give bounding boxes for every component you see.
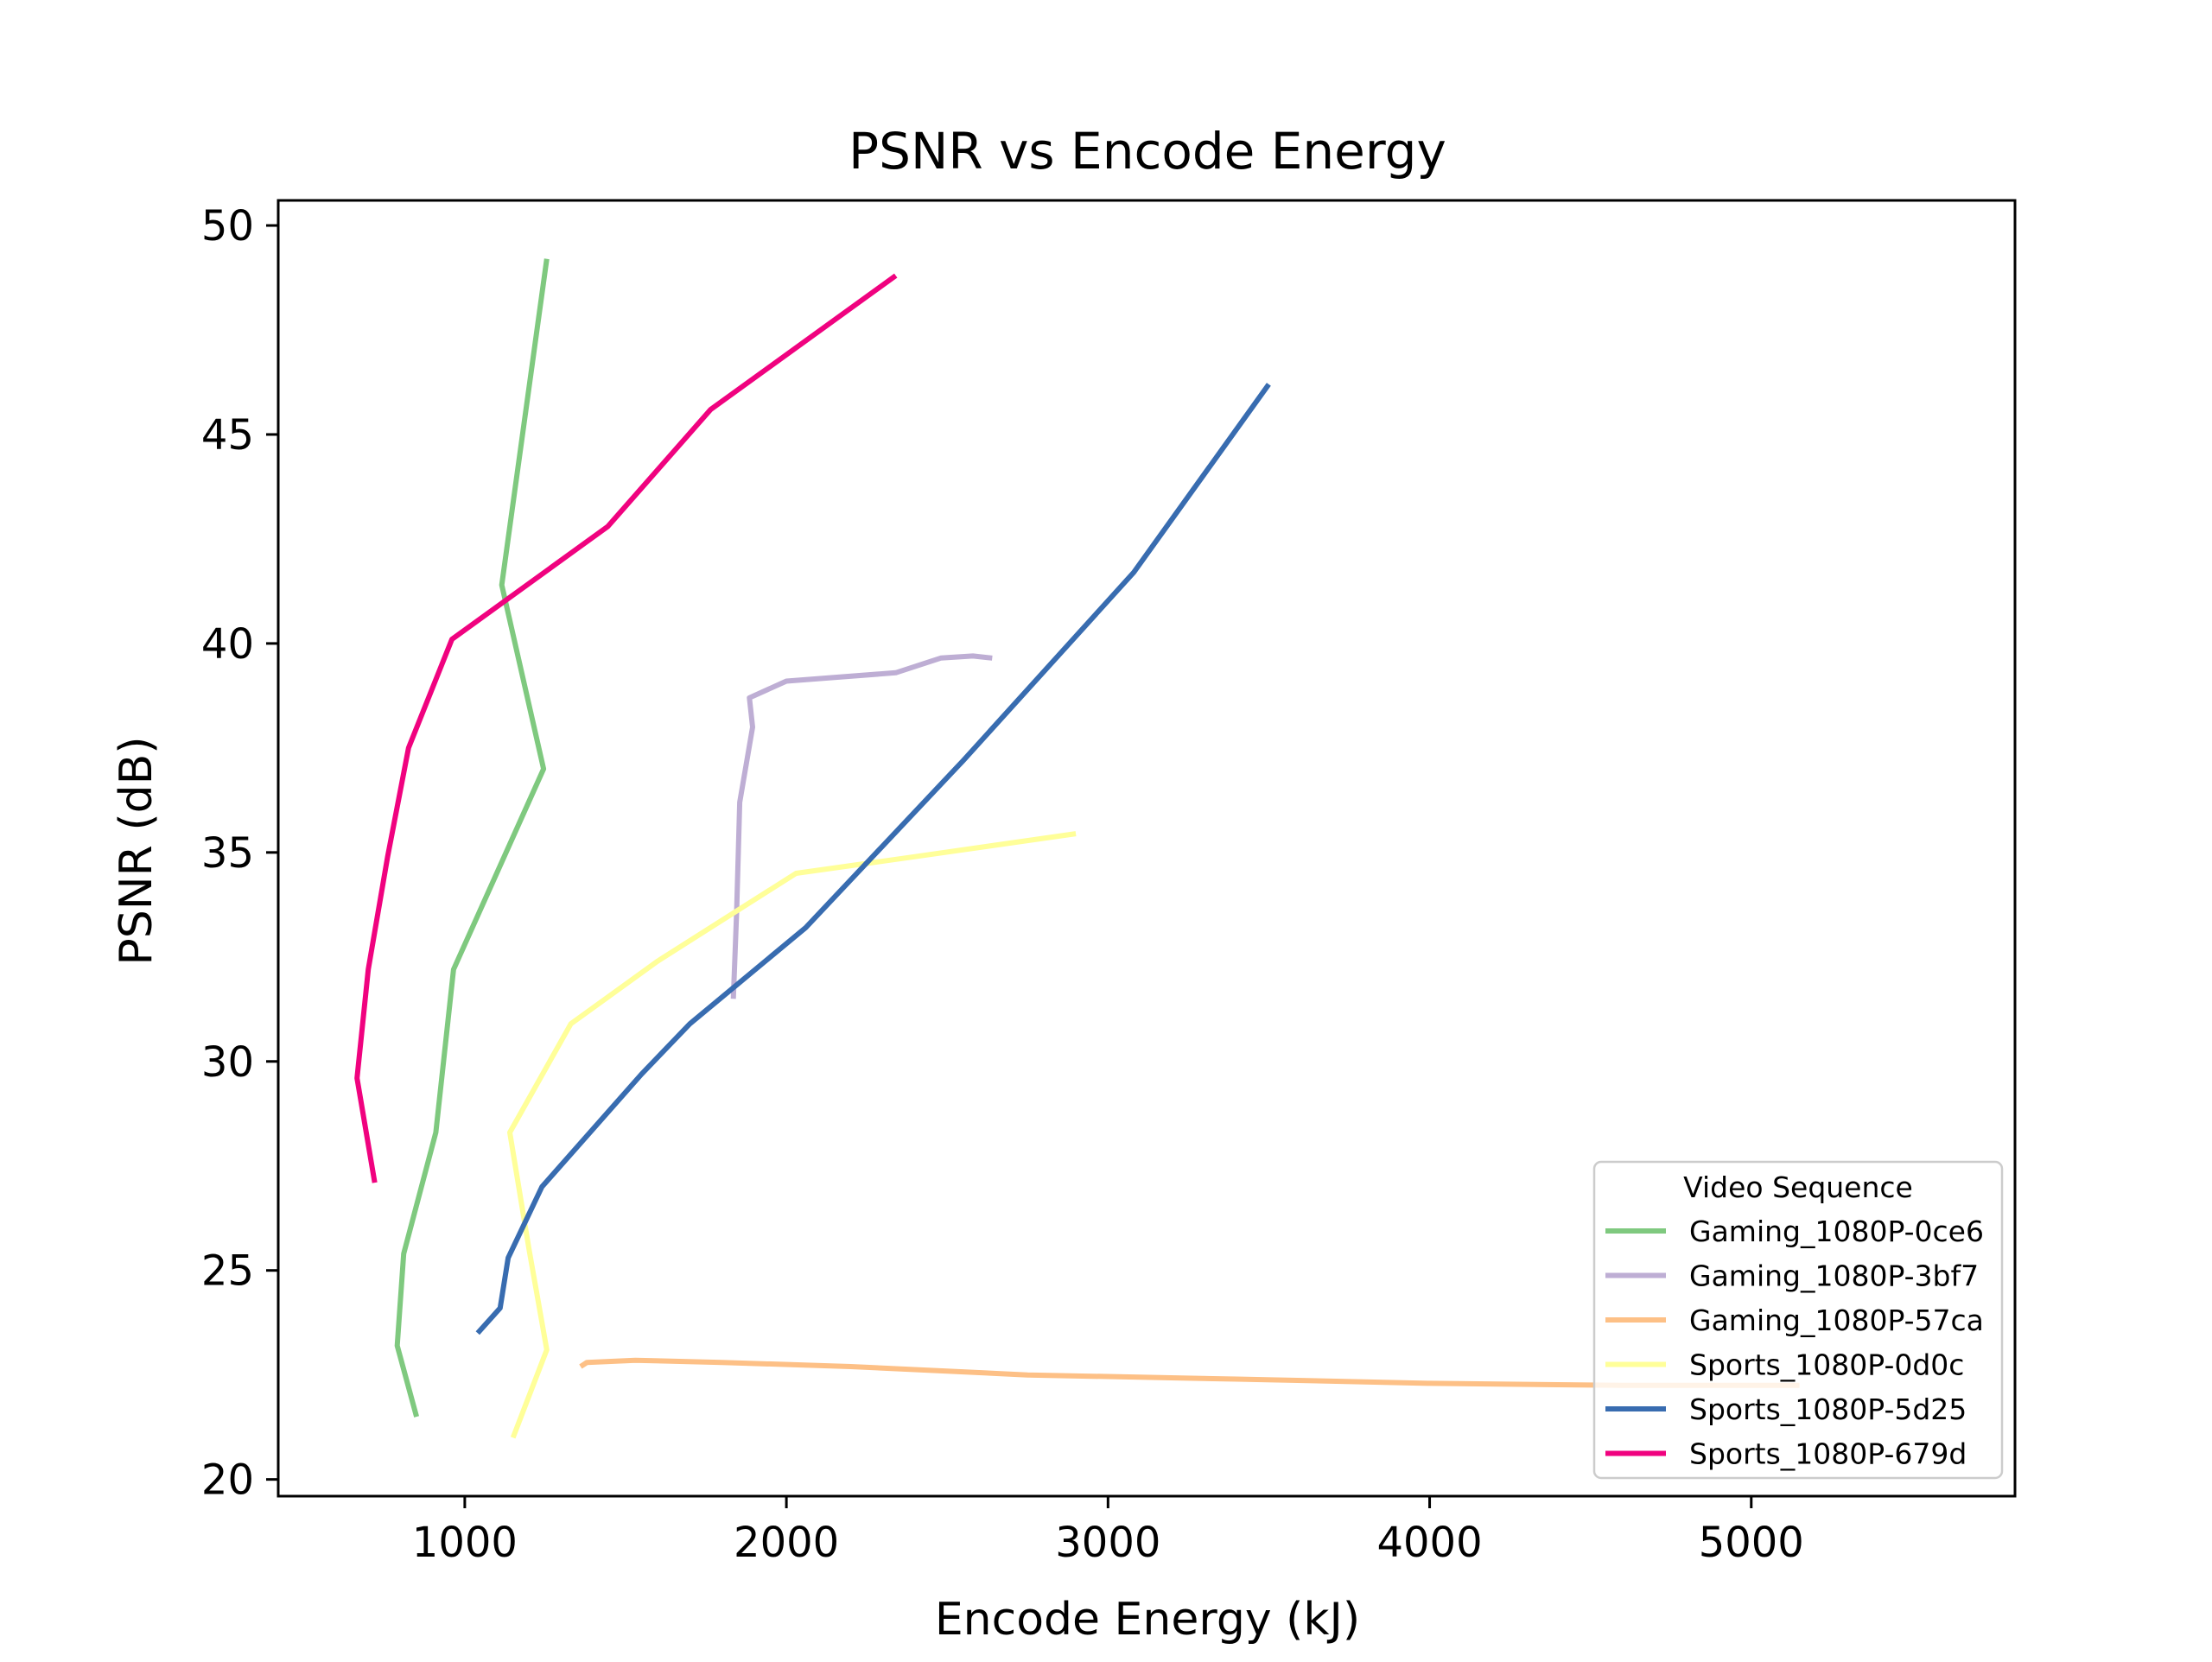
x-tick-label: 2000 — [734, 1519, 839, 1567]
y-tick-label: 45 — [201, 411, 254, 460]
chart-title: PSNR vs Encode Energy — [849, 122, 1446, 181]
y-tick-label: 20 — [201, 1456, 254, 1505]
legend: Video Sequence Gaming_1080P-0ce6Gaming_1… — [1592, 1160, 2004, 1480]
x-tick-label: 3000 — [1055, 1519, 1160, 1567]
legend-label: Gaming_1080P-57ca — [1689, 1304, 1984, 1337]
y-tick-label: 50 — [201, 202, 254, 251]
legend-box — [1592, 1160, 2004, 1480]
y-tick-label: 25 — [201, 1247, 254, 1296]
series-line — [475, 383, 1271, 1335]
legend-label: Gaming_1080P-3bf7 — [1689, 1259, 1979, 1293]
x-tick-label: 4000 — [1376, 1519, 1482, 1567]
legend-label: Sports_1080P-5d25 — [1689, 1392, 1967, 1426]
legend-label: Gaming_1080P-0ce6 — [1689, 1215, 1984, 1248]
y-axis-label: PSNR (dB) — [111, 736, 162, 965]
series-line — [730, 653, 993, 999]
series-line — [579, 1357, 1800, 1388]
series-line — [354, 273, 898, 1183]
series-line — [507, 831, 1077, 1439]
y-axis-ticks: 20 25 30 35 40 45 50 — [201, 202, 278, 1505]
legend-title: Video Sequence — [1683, 1170, 1913, 1204]
series-line — [394, 258, 550, 1418]
legend-items: Gaming_1080P-0ce6 Gaming_1080P-3bf7 Gaming… — [1605, 1215, 1984, 1471]
y-tick-label: 30 — [201, 1038, 254, 1087]
plot-frame — [276, 199, 2017, 1498]
y-tick-label: 35 — [201, 829, 254, 878]
x-axis-ticks: 1000 2000 3000 4000 5000 — [412, 1496, 1804, 1567]
x-axis-label: Encode Energy (kJ) — [935, 1594, 1360, 1646]
legend-label: Sports_1080P-679d — [1689, 1437, 1967, 1471]
legend-label: Sports_1080P-0d0c — [1689, 1348, 1964, 1382]
x-tick-label: 1000 — [412, 1519, 518, 1567]
y-tick-label: 40 — [201, 620, 254, 669]
series-group — [354, 258, 1800, 1439]
x-tick-label: 5000 — [1699, 1519, 1804, 1567]
